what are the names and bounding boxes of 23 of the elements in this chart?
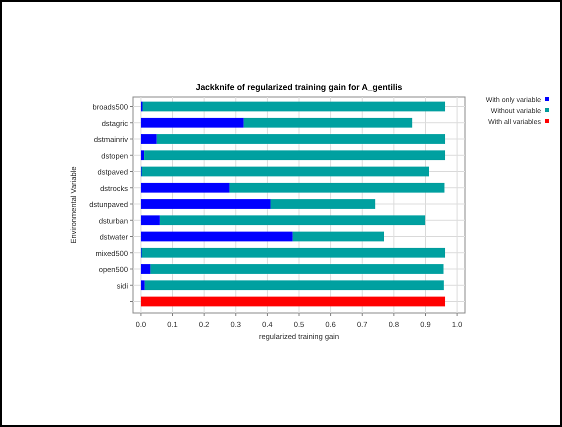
bar (150, 264, 444, 274)
bar (140, 199, 271, 209)
bar (142, 248, 446, 258)
bar (270, 199, 376, 209)
bar (142, 166, 429, 176)
bar (140, 280, 145, 290)
bar (140, 264, 150, 274)
bar (156, 134, 446, 144)
bar (144, 150, 446, 160)
bar (140, 150, 144, 160)
bar (160, 215, 426, 226)
bar (292, 232, 384, 242)
bar (140, 134, 157, 144)
bar (144, 280, 444, 290)
bar (244, 118, 412, 128)
bar (140, 118, 244, 128)
bar (142, 102, 446, 112)
bar (140, 215, 160, 226)
bar (140, 232, 293, 242)
bar (140, 182, 230, 193)
bar (140, 296, 446, 306)
chart-title: Jackknife of regularized training gain for A_gentilis (196, 82, 403, 92)
bar (229, 182, 444, 193)
